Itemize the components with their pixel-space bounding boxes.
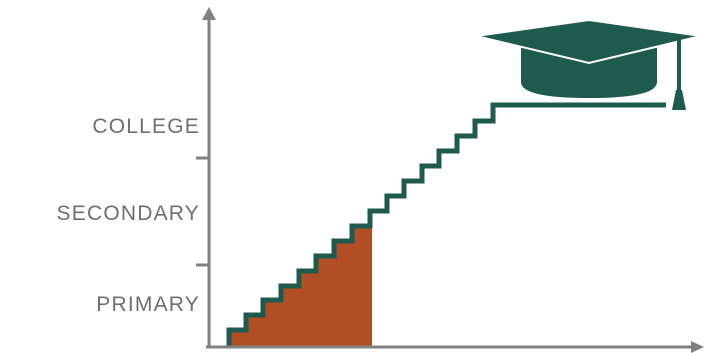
staircase bbox=[226, 102, 666, 347]
cap-board bbox=[475, 18, 702, 65]
level-label-secondary: SECONDARY bbox=[57, 202, 200, 225]
level-label-college: COLLEGE bbox=[92, 115, 200, 138]
x-axis bbox=[206, 341, 704, 353]
y-axis bbox=[196, 7, 216, 348]
tassel bbox=[672, 90, 686, 110]
level-label-primary: PRIMARY bbox=[96, 293, 200, 316]
y-axis-arrowhead bbox=[202, 7, 216, 20]
graduation-cap-icon bbox=[475, 18, 702, 110]
cap-body bbox=[521, 44, 657, 98]
x-axis-arrowhead bbox=[691, 341, 704, 353]
